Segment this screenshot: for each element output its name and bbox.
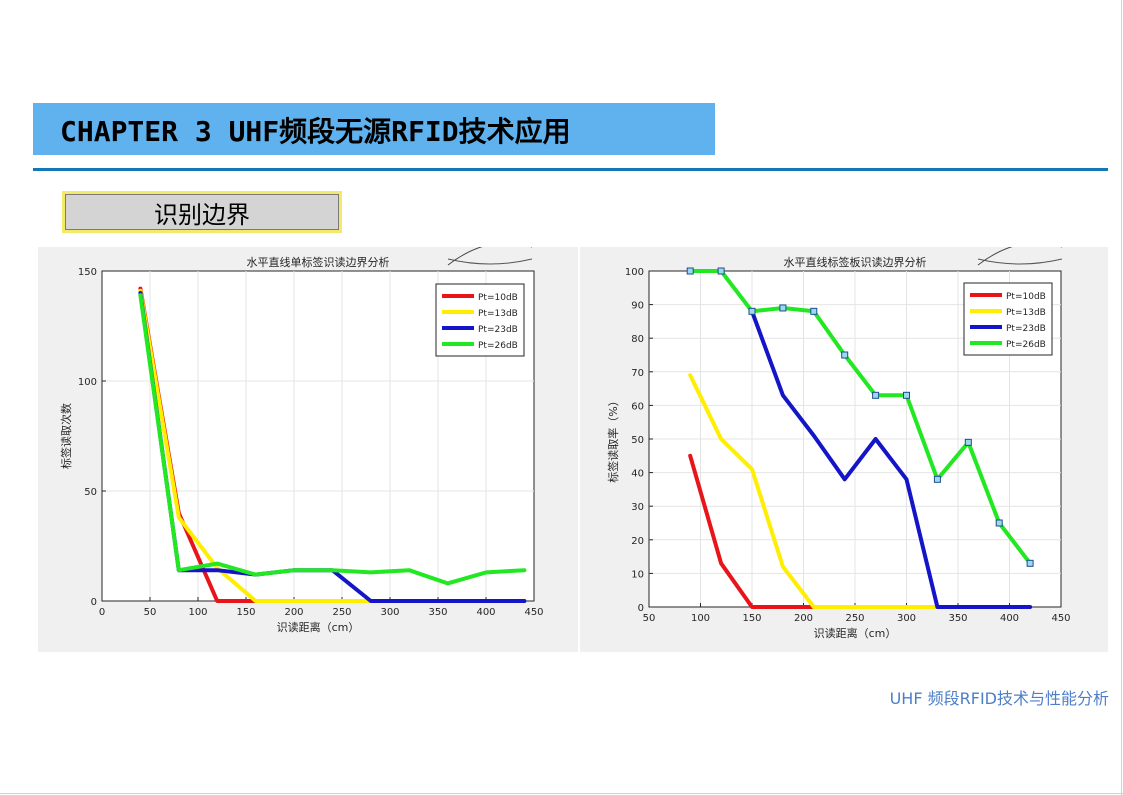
- chart1-x-tick-label: 50: [144, 607, 157, 618]
- chart1-x-tick-label: 400: [476, 607, 495, 618]
- chart2-data-point: [748, 307, 756, 315]
- chart2-x-tick-label: 350: [948, 613, 967, 624]
- chart1-x-tick-label: 300: [380, 607, 399, 618]
- chart2-legend-label: Pt=26dB: [1006, 340, 1046, 350]
- chart2-x-tick-label: 300: [897, 613, 916, 624]
- chart2-x-tick-label: 200: [794, 613, 813, 624]
- section-label-button[interactable]: 识别边界: [62, 191, 342, 233]
- chart2-data-point: [686, 267, 694, 275]
- chart1-x-tick-label: 250: [332, 607, 351, 618]
- chart1-series-line: [138, 288, 373, 603]
- chart1-y-tick-label: 100: [78, 377, 97, 388]
- chart2-x-tick-label: 400: [1000, 613, 1019, 624]
- chart2-data-point: [779, 304, 787, 312]
- chart2-x-tick-label: 450: [1051, 613, 1070, 624]
- chart2-data-point: [810, 307, 818, 315]
- chart2-legend-label: Pt=23dB: [1006, 324, 1046, 334]
- chart1-y-axis-label: 标签读取次数: [59, 403, 73, 469]
- chart1-legend-label: Pt=13dB: [478, 309, 518, 319]
- chart2-legend-label: Pt=13dB: [1006, 308, 1046, 318]
- chart2-data-point: [841, 351, 849, 359]
- chart2-data-point: [964, 438, 972, 446]
- chart2-y-tick-label: 90: [631, 301, 644, 312]
- chapter-banner: [33, 103, 715, 155]
- chart2-y-tick-label: 20: [631, 536, 644, 547]
- chart1-y-tick-label: 0: [91, 597, 97, 608]
- chart2-legend-label: Pt=10dB: [1006, 292, 1046, 302]
- chart2-x-tick-label: 50: [643, 613, 656, 624]
- chart2-data-point: [933, 475, 941, 483]
- title-divider: [33, 168, 1108, 171]
- chart1-decor-arc: [447, 242, 533, 266]
- chart1-x-tick-label: 150: [236, 607, 255, 618]
- chart2-x-tick-label: 250: [845, 613, 864, 624]
- chart2-x-axis-label: 识读距离（cm）: [814, 626, 897, 640]
- chart1-x-tick-label: 0: [99, 607, 105, 618]
- chart2-y-tick-label: 10: [631, 569, 644, 580]
- chart2-series-line: [750, 309, 1033, 609]
- chart2-series-line: [688, 269, 1033, 566]
- chart1-x-axis-label: 识读距离（cm）: [277, 620, 360, 634]
- chart1-title: 水平直线单标签识读边界分析: [247, 255, 390, 269]
- chart-panel-single-tag: 0 50 100 150 200 250 300 350 400 450 0 50 100 150 水平直线…: [38, 242, 578, 652]
- chart2-y-tick-label: 80: [631, 334, 644, 345]
- page-edge-right: [1121, 0, 1122, 795]
- chart2-data-point: [717, 267, 725, 275]
- chart2-x-tick-label: 150: [742, 613, 761, 624]
- chart2-y-tick-label: 70: [631, 368, 644, 379]
- chart1-x-tick-label: 350: [428, 607, 447, 618]
- chapter-title: CHAPTER 3 UHF频段无源RFID技术应用: [60, 115, 571, 148]
- chart1-y-tick-label: 50: [84, 487, 97, 498]
- chart-single-tag: 0 50 100 150 200 250 300 350 400 450 0 50 100 150 水平直线…: [59, 242, 544, 634]
- chart1-decor-arc-lower: [447, 258, 533, 265]
- chart2-y-tick-label: 40: [631, 469, 644, 480]
- chart2-y-tick-label: 30: [631, 502, 644, 513]
- chart1-legend-label: Pt=10dB: [478, 293, 518, 303]
- chart-tag-board: 50 100 150 200 250 300 350 400 450 0 10 20 30 40 50 60 7…: [606, 242, 1071, 640]
- chart2-x-tick-label: 100: [691, 613, 710, 624]
- chart2-y-tick-label: 100: [625, 267, 644, 278]
- chart1-legend-label: Pt=26dB: [478, 341, 518, 351]
- chart1-x-tick-label: 100: [188, 607, 207, 618]
- chart-panel-tag-board: 50 100 150 200 250 300 350 400 450 0 10 20 30 40 50 60 7…: [580, 242, 1108, 652]
- chart2-data-point: [995, 519, 1003, 527]
- chart2-title: 水平直线标签板识读边界分析: [784, 255, 927, 269]
- chart2-y-axis-label: 标签读取率（%）: [606, 395, 620, 482]
- chart2-y-tick-label: 50: [631, 435, 644, 446]
- page-edge-bottom: [0, 793, 1123, 794]
- chart2-decor-arc: [977, 242, 1063, 266]
- chart2-data-point: [1026, 559, 1034, 567]
- chart2-series-line: [688, 373, 940, 609]
- footer-text: UHF 频段RFID技术与性能分析: [889, 689, 1109, 708]
- chart2-y-tick-label: 0: [638, 603, 644, 614]
- chart1-legend-label: Pt=23dB: [478, 325, 518, 335]
- chart2-data-point: [903, 391, 910, 399]
- chart1-y-tick-label: 150: [78, 267, 97, 278]
- chart2-decor-arc-lower: [977, 258, 1063, 265]
- chart1-series-line: [138, 293, 527, 586]
- chart2-series-line: [688, 453, 816, 609]
- chart1-x-tick-label: 200: [284, 607, 303, 618]
- chart2-y-tick-label: 60: [631, 401, 644, 412]
- chart2-data-point: [872, 391, 880, 399]
- chart1-x-tick-label: 450: [524, 607, 543, 618]
